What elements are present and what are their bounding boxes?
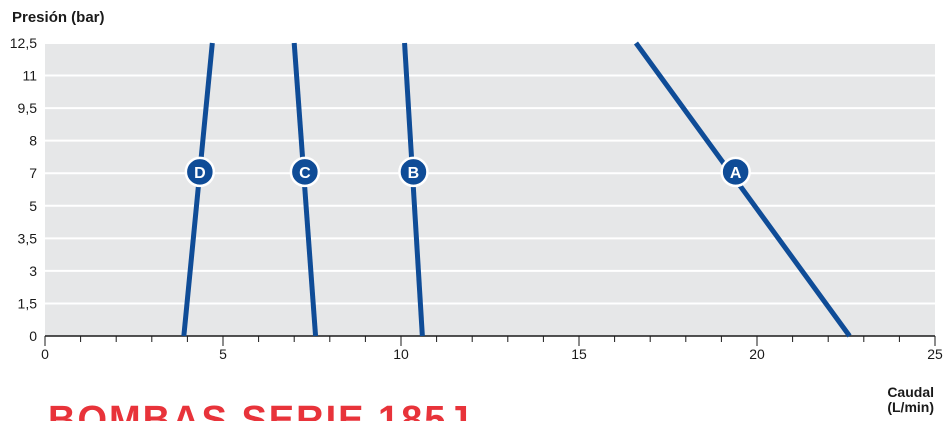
x-tick-label: 0	[41, 346, 49, 362]
y-tick-label: 5	[29, 198, 37, 214]
y-tick-label: 8	[29, 133, 37, 149]
series-marker-c	[289, 156, 321, 188]
series-label: B	[408, 165, 420, 182]
y-tick-label: 1,5	[18, 295, 38, 311]
title-clip: BOMBAS SERIE 185J	[0, 396, 944, 421]
x-tick-label: 25	[927, 346, 943, 362]
series-line-b	[402, 42, 425, 337]
series-line-d	[181, 42, 215, 337]
x-axis-label: (L/min)	[887, 399, 934, 415]
series-line-c	[291, 42, 319, 337]
y-axis-label: Presión (bar)	[12, 9, 105, 26]
y-tick-label: 11	[22, 68, 37, 84]
y-tick-label: 9,5	[18, 100, 38, 116]
plot-background	[45, 43, 935, 336]
y-tick-label: 3	[29, 263, 37, 279]
y-tick-label: 3,5	[18, 230, 38, 246]
x-tick-label: 20	[749, 346, 765, 362]
series-marker-b	[398, 156, 429, 188]
y-tick-label: 12,5	[10, 35, 37, 51]
series-line-a	[633, 41, 852, 338]
series-label: A	[730, 165, 742, 182]
x-axis-label: Caudal	[887, 384, 934, 400]
page-title: BOMBAS SERIE 185J	[48, 399, 471, 421]
x-tick-label: 5	[219, 346, 227, 362]
y-tick-label: 0	[29, 328, 37, 344]
y-tick-label: 7	[29, 165, 37, 181]
x-tick-label: 15	[571, 346, 587, 362]
x-tick-label: 10	[393, 346, 409, 362]
series-marker-a	[720, 156, 751, 188]
series-label: D	[194, 165, 206, 182]
series-label: C	[299, 165, 311, 182]
series-marker-d	[184, 156, 216, 188]
